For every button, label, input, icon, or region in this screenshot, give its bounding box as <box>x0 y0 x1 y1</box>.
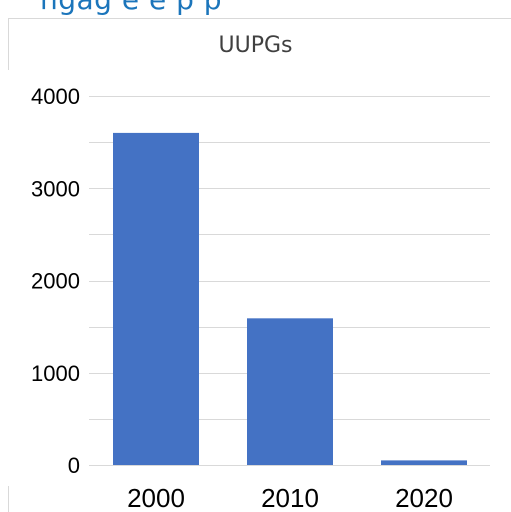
x-tick-label: 2020 <box>395 483 453 512</box>
x-tick-label: 2010 <box>261 483 319 512</box>
y-tick-label: 3000 <box>31 176 80 201</box>
cropped-heading-text: ngag e e p p <box>40 0 222 16</box>
chart-frame-top <box>8 18 511 19</box>
y-tick-label: 4000 <box>31 84 80 109</box>
chart-frame-left-bottom <box>8 486 9 512</box>
cropped-heading-strip: ngag e e p p <box>0 0 511 16</box>
x-tick-label: 2000 <box>127 483 185 512</box>
y-tick-label: 2000 <box>31 269 80 294</box>
chart-frame-left <box>8 18 9 70</box>
bar-2010 <box>247 318 333 465</box>
bars <box>113 132 467 465</box>
y-tick-label: 1000 <box>31 361 80 386</box>
chart-title: UUPGs <box>218 33 293 58</box>
bar-2020 <box>381 460 467 465</box>
x-tick-labels: 2000 2010 2020 <box>127 483 453 512</box>
y-tick-label: 0 <box>68 453 80 478</box>
y-tick-labels: 0 1000 2000 3000 4000 <box>31 84 80 478</box>
bar-2000 <box>113 132 199 465</box>
